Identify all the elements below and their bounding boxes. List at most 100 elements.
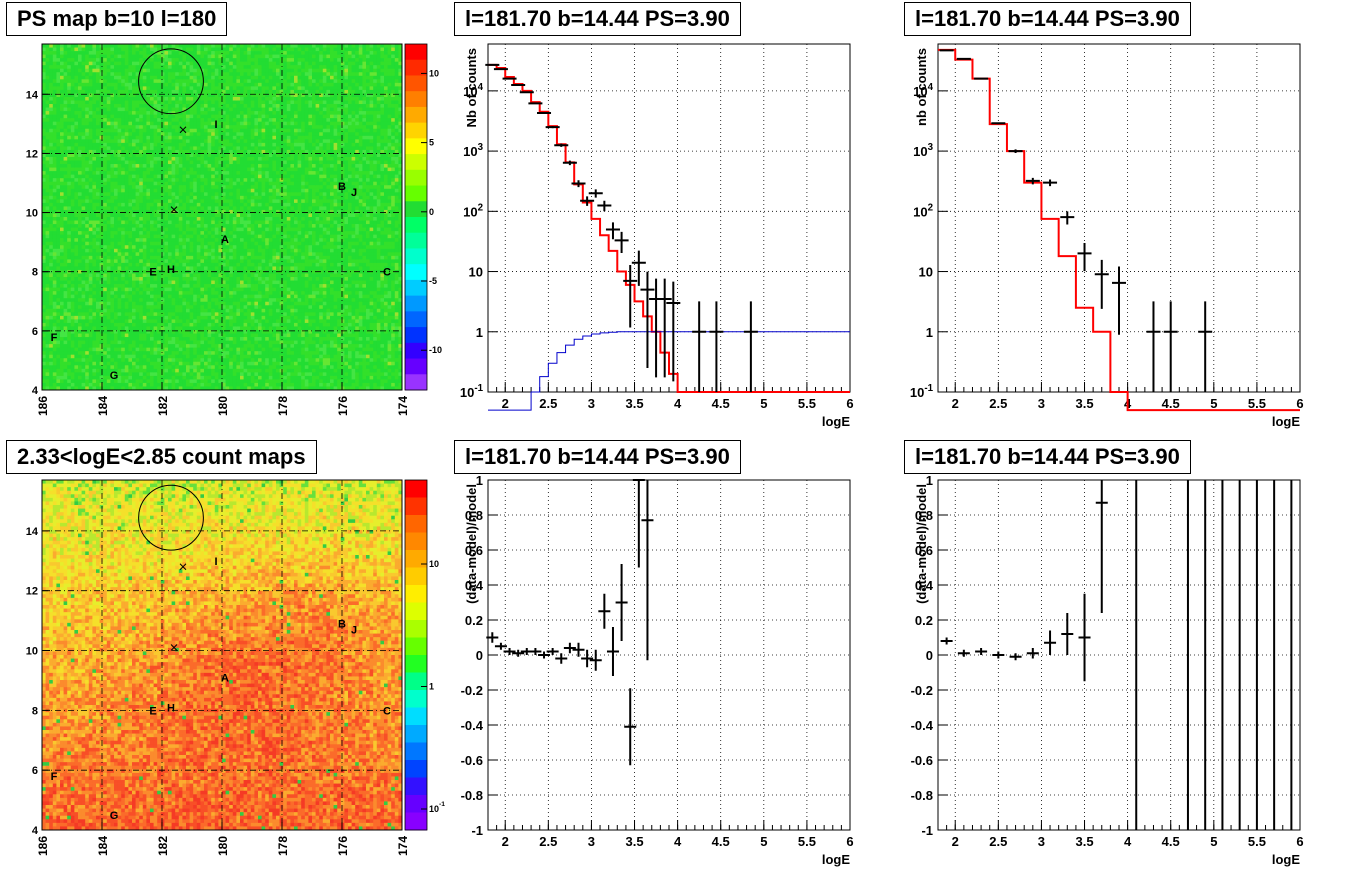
residual-point xyxy=(573,643,585,657)
x-tick-label-map2: 174 xyxy=(396,836,410,856)
colorbar-cell xyxy=(405,690,427,708)
panel-title-map2: 2.33<logE<2.85 count maps xyxy=(6,440,317,474)
residual-point xyxy=(975,648,987,655)
x-tick-label-map1: 184 xyxy=(96,396,110,416)
y-axis-label-spec2: nb of counts xyxy=(914,48,929,126)
source-label-I: I xyxy=(214,556,217,568)
x-tick-label-map1: 178 xyxy=(276,396,290,416)
colorbar-tick-label: 0 xyxy=(429,207,434,217)
data-point xyxy=(1146,301,1160,392)
y-tick-label-res1: -1 xyxy=(471,823,483,838)
model-histogram xyxy=(488,65,850,392)
colorbar-cell xyxy=(405,107,427,123)
x-tick-label-map2: 176 xyxy=(336,836,350,856)
source-label-J: J xyxy=(351,187,357,199)
data-point xyxy=(1043,179,1057,186)
y-tick-label-res2: -0.4 xyxy=(911,718,934,733)
panel-title-res1: l=181.70 b=14.44 PS=3.90 xyxy=(454,440,741,474)
x-axis-label-res2: logE xyxy=(1272,852,1300,867)
colorbar-cell xyxy=(405,743,427,761)
colorbar-cell xyxy=(405,138,427,154)
source-label-F: F xyxy=(51,332,58,344)
y-tick-label-res1: -0.4 xyxy=(461,718,484,733)
panel-title-map1: PS map b=10 l=180 xyxy=(6,2,227,36)
x-tick-label-spec1: 2.5 xyxy=(539,396,557,411)
colorbar-cell xyxy=(405,280,427,296)
colorbar-cell xyxy=(405,374,427,390)
data-point xyxy=(692,301,706,392)
x-tick-label-map2: 178 xyxy=(276,836,290,856)
data-point xyxy=(589,189,603,197)
y-axis-label-spec1: Nb of counts xyxy=(464,48,479,127)
data-point xyxy=(528,103,542,104)
y-tick-label-spec2: 10 xyxy=(919,265,933,280)
x-axis-label-spec2: logE xyxy=(1272,414,1300,429)
y-tick-label-map1: 8 xyxy=(32,267,38,279)
x-tick-label-spec1: 4 xyxy=(674,396,682,411)
y-tick-label-spec2: 103 xyxy=(913,142,933,159)
colorbar-cell xyxy=(405,568,427,586)
residual-point xyxy=(529,648,541,655)
colorbar-tick-label: 10-1 xyxy=(429,801,445,814)
x-tick-label-spec2: 5.5 xyxy=(1248,396,1266,411)
x-tick-label-spec2: 2.5 xyxy=(989,396,1007,411)
x-tick-label-spec1: 5.5 xyxy=(798,396,816,411)
x-tick-label-spec2: 3 xyxy=(1038,396,1045,411)
y-tick-label-res1: -0.8 xyxy=(461,788,483,803)
colorbar-cell xyxy=(405,620,427,638)
y-tick-label-res2: -1 xyxy=(921,823,933,838)
source-label-B: B xyxy=(338,181,346,193)
colorbar-cell xyxy=(405,778,427,796)
colorbar-cell xyxy=(405,813,427,831)
x-tick-label-res2: 3 xyxy=(1038,834,1045,849)
y-tick-label-map2: 14 xyxy=(26,526,39,538)
colorbar-tick-label: 10 xyxy=(429,559,439,569)
x-axis-label-spec1: logE xyxy=(822,414,850,429)
residual-point xyxy=(564,643,576,654)
colorbar-cell xyxy=(405,359,427,375)
x-tick-label-res1: 3.5 xyxy=(625,834,643,849)
colorbar-cell xyxy=(405,515,427,533)
residual-point xyxy=(1010,653,1022,660)
x-tick-label-map2: 182 xyxy=(156,836,170,856)
y-tick-label-res2: -0.8 xyxy=(911,788,933,803)
x-tick-label-res2: 2.5 xyxy=(989,834,1007,849)
data-point xyxy=(597,201,611,211)
colorbar-cell xyxy=(405,327,427,343)
source-label-G: G xyxy=(110,810,119,822)
data-point xyxy=(744,301,758,392)
source-label-H: H xyxy=(167,264,175,276)
y-tick-label-map1: 10 xyxy=(26,208,38,220)
panel-title-spec1: l=181.70 b=14.44 PS=3.90 xyxy=(454,2,741,36)
source-label-C: C xyxy=(383,267,391,279)
x-tick-label-spec1: 2 xyxy=(502,396,509,411)
frame-spec2 xyxy=(938,44,1300,392)
colorbar-cell xyxy=(405,480,427,498)
y-tick-label-map2: 4 xyxy=(32,825,39,837)
y-tick-label-spec1: 10 xyxy=(469,265,483,280)
y-tick-label-spec2: 102 xyxy=(913,202,933,219)
residual-point xyxy=(958,650,970,657)
colorbar-cell xyxy=(405,550,427,568)
colorbar-cell xyxy=(405,44,427,60)
y-tick-label-map2: 8 xyxy=(32,705,38,717)
y-tick-label-spec1: 102 xyxy=(463,202,483,219)
y-tick-label-res1: -0.2 xyxy=(461,683,483,698)
data-point xyxy=(1078,243,1092,271)
y-tick-label-res2: -0.2 xyxy=(911,683,933,698)
source-label-H: H xyxy=(167,702,175,714)
data-point xyxy=(1198,301,1212,392)
x-tick-label-res2: 2 xyxy=(952,834,959,849)
x-tick-label-res2: 6 xyxy=(1296,834,1303,849)
x-axis-label-res1: logE xyxy=(822,852,850,867)
colorbar-cell xyxy=(405,708,427,726)
colorbar-cell xyxy=(405,170,427,186)
x-tick-label-spec2: 4.5 xyxy=(1162,396,1180,411)
colorbar-tick-label: 5 xyxy=(429,138,434,148)
y-tick-label-map2: 10 xyxy=(26,646,38,658)
x-tick-label-spec1: 6 xyxy=(846,396,853,411)
colorbar-cell xyxy=(405,248,427,264)
residual-point xyxy=(607,627,619,676)
panel-title-res2: l=181.70 b=14.44 PS=3.90 xyxy=(904,440,1191,474)
data-point xyxy=(991,122,1005,124)
